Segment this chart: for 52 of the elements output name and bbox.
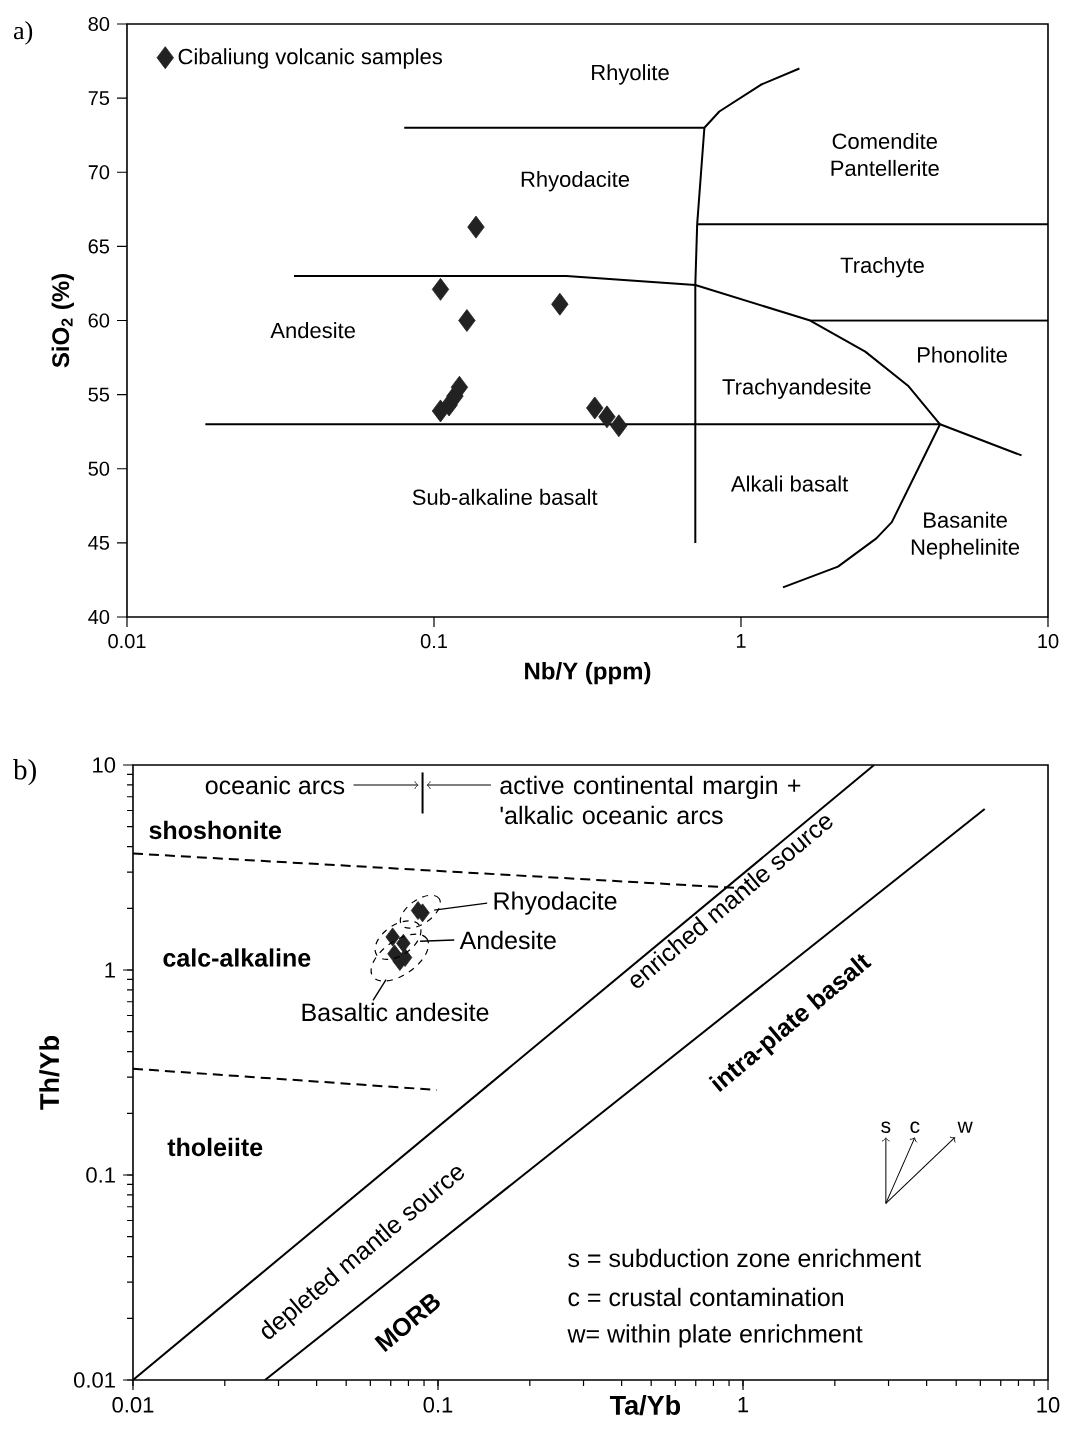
x-tick-label: 0.1 <box>420 634 447 649</box>
y-tick-label: 10 <box>93 757 116 773</box>
x-axis-title: Ta/Yb <box>609 1395 681 1416</box>
annotation: Trachyte <box>840 256 924 278</box>
y-tick-label: 55 <box>88 387 110 402</box>
annotation: Trachyandesite <box>722 378 871 399</box>
x-axis-title: Nb/Y (ppm) <box>525 661 651 685</box>
y-tick-label: 65 <box>88 239 110 254</box>
y-tick-label: 0.1 <box>86 1167 115 1183</box>
y-tick-label: 45 <box>88 535 110 550</box>
x-tick-label: 0.01 <box>112 1397 154 1413</box>
y-axis-title: Th/Yb <box>39 1036 60 1110</box>
y-tick-label: 60 <box>88 313 110 328</box>
x-tick-label: 10 <box>1037 1397 1060 1413</box>
y-tick-label: 75 <box>88 91 110 106</box>
annotation: Sub-alkaline basalt <box>412 488 598 505</box>
annotation: w= within plate enrichment <box>567 1324 863 1348</box>
y-tick-label: 40 <box>88 609 110 625</box>
y-tick-label: 0.01 <box>74 1372 115 1388</box>
x-tick-label: 1 <box>736 634 746 648</box>
x-tick-label: 10 <box>1038 634 1059 649</box>
annotation: active continental margin + 'alkalic oceanic arcs <box>500 775 801 825</box>
annotation: Andesite <box>459 930 556 950</box>
annotation: c = crustal contamination <box>568 1287 844 1307</box>
x-tick-label: 1 <box>738 1397 749 1413</box>
y-axis-title: SiO$_{2}$ (%) <box>51 274 74 368</box>
y-tick-label: 50 <box>88 461 110 476</box>
annotation: s = subduction zone enrichment <box>568 1248 921 1268</box>
annotation: c <box>910 1121 920 1134</box>
legend-label: Cibaliung volcanic samples <box>178 48 442 69</box>
annotation: Andesite <box>270 322 355 339</box>
annotation: Comendite Pantellerite <box>831 132 939 177</box>
annotation: Alkali basalt <box>730 475 849 492</box>
annotation: Rhyodacite <box>521 170 630 192</box>
annotation: s <box>881 1121 891 1133</box>
chart-title: b) <box>13 759 36 786</box>
chart-title: a) <box>13 21 33 45</box>
annotation: Phonolite <box>918 346 1007 363</box>
y-tick-label: 80 <box>88 16 110 32</box>
annotation: tholeiite <box>167 1137 263 1157</box>
annotation: Rhyolite <box>592 64 669 85</box>
annotation: oceanic arcs <box>205 775 345 795</box>
x-tick-label: 0.01 <box>108 634 146 649</box>
y-tick-label: 1 <box>105 962 115 978</box>
annotation: shoshonite <box>149 820 282 840</box>
annotation: Basaltic andesite <box>302 1002 489 1022</box>
annotation: w <box>957 1121 973 1133</box>
y-tick-label: 70 <box>88 165 110 180</box>
annotation: Rhyodacite <box>494 891 617 915</box>
x-tick-label: 0.1 <box>423 1397 453 1413</box>
annotation: calc-alkaline <box>163 948 311 967</box>
annotation: Basanite Nephelinite <box>911 511 1020 560</box>
